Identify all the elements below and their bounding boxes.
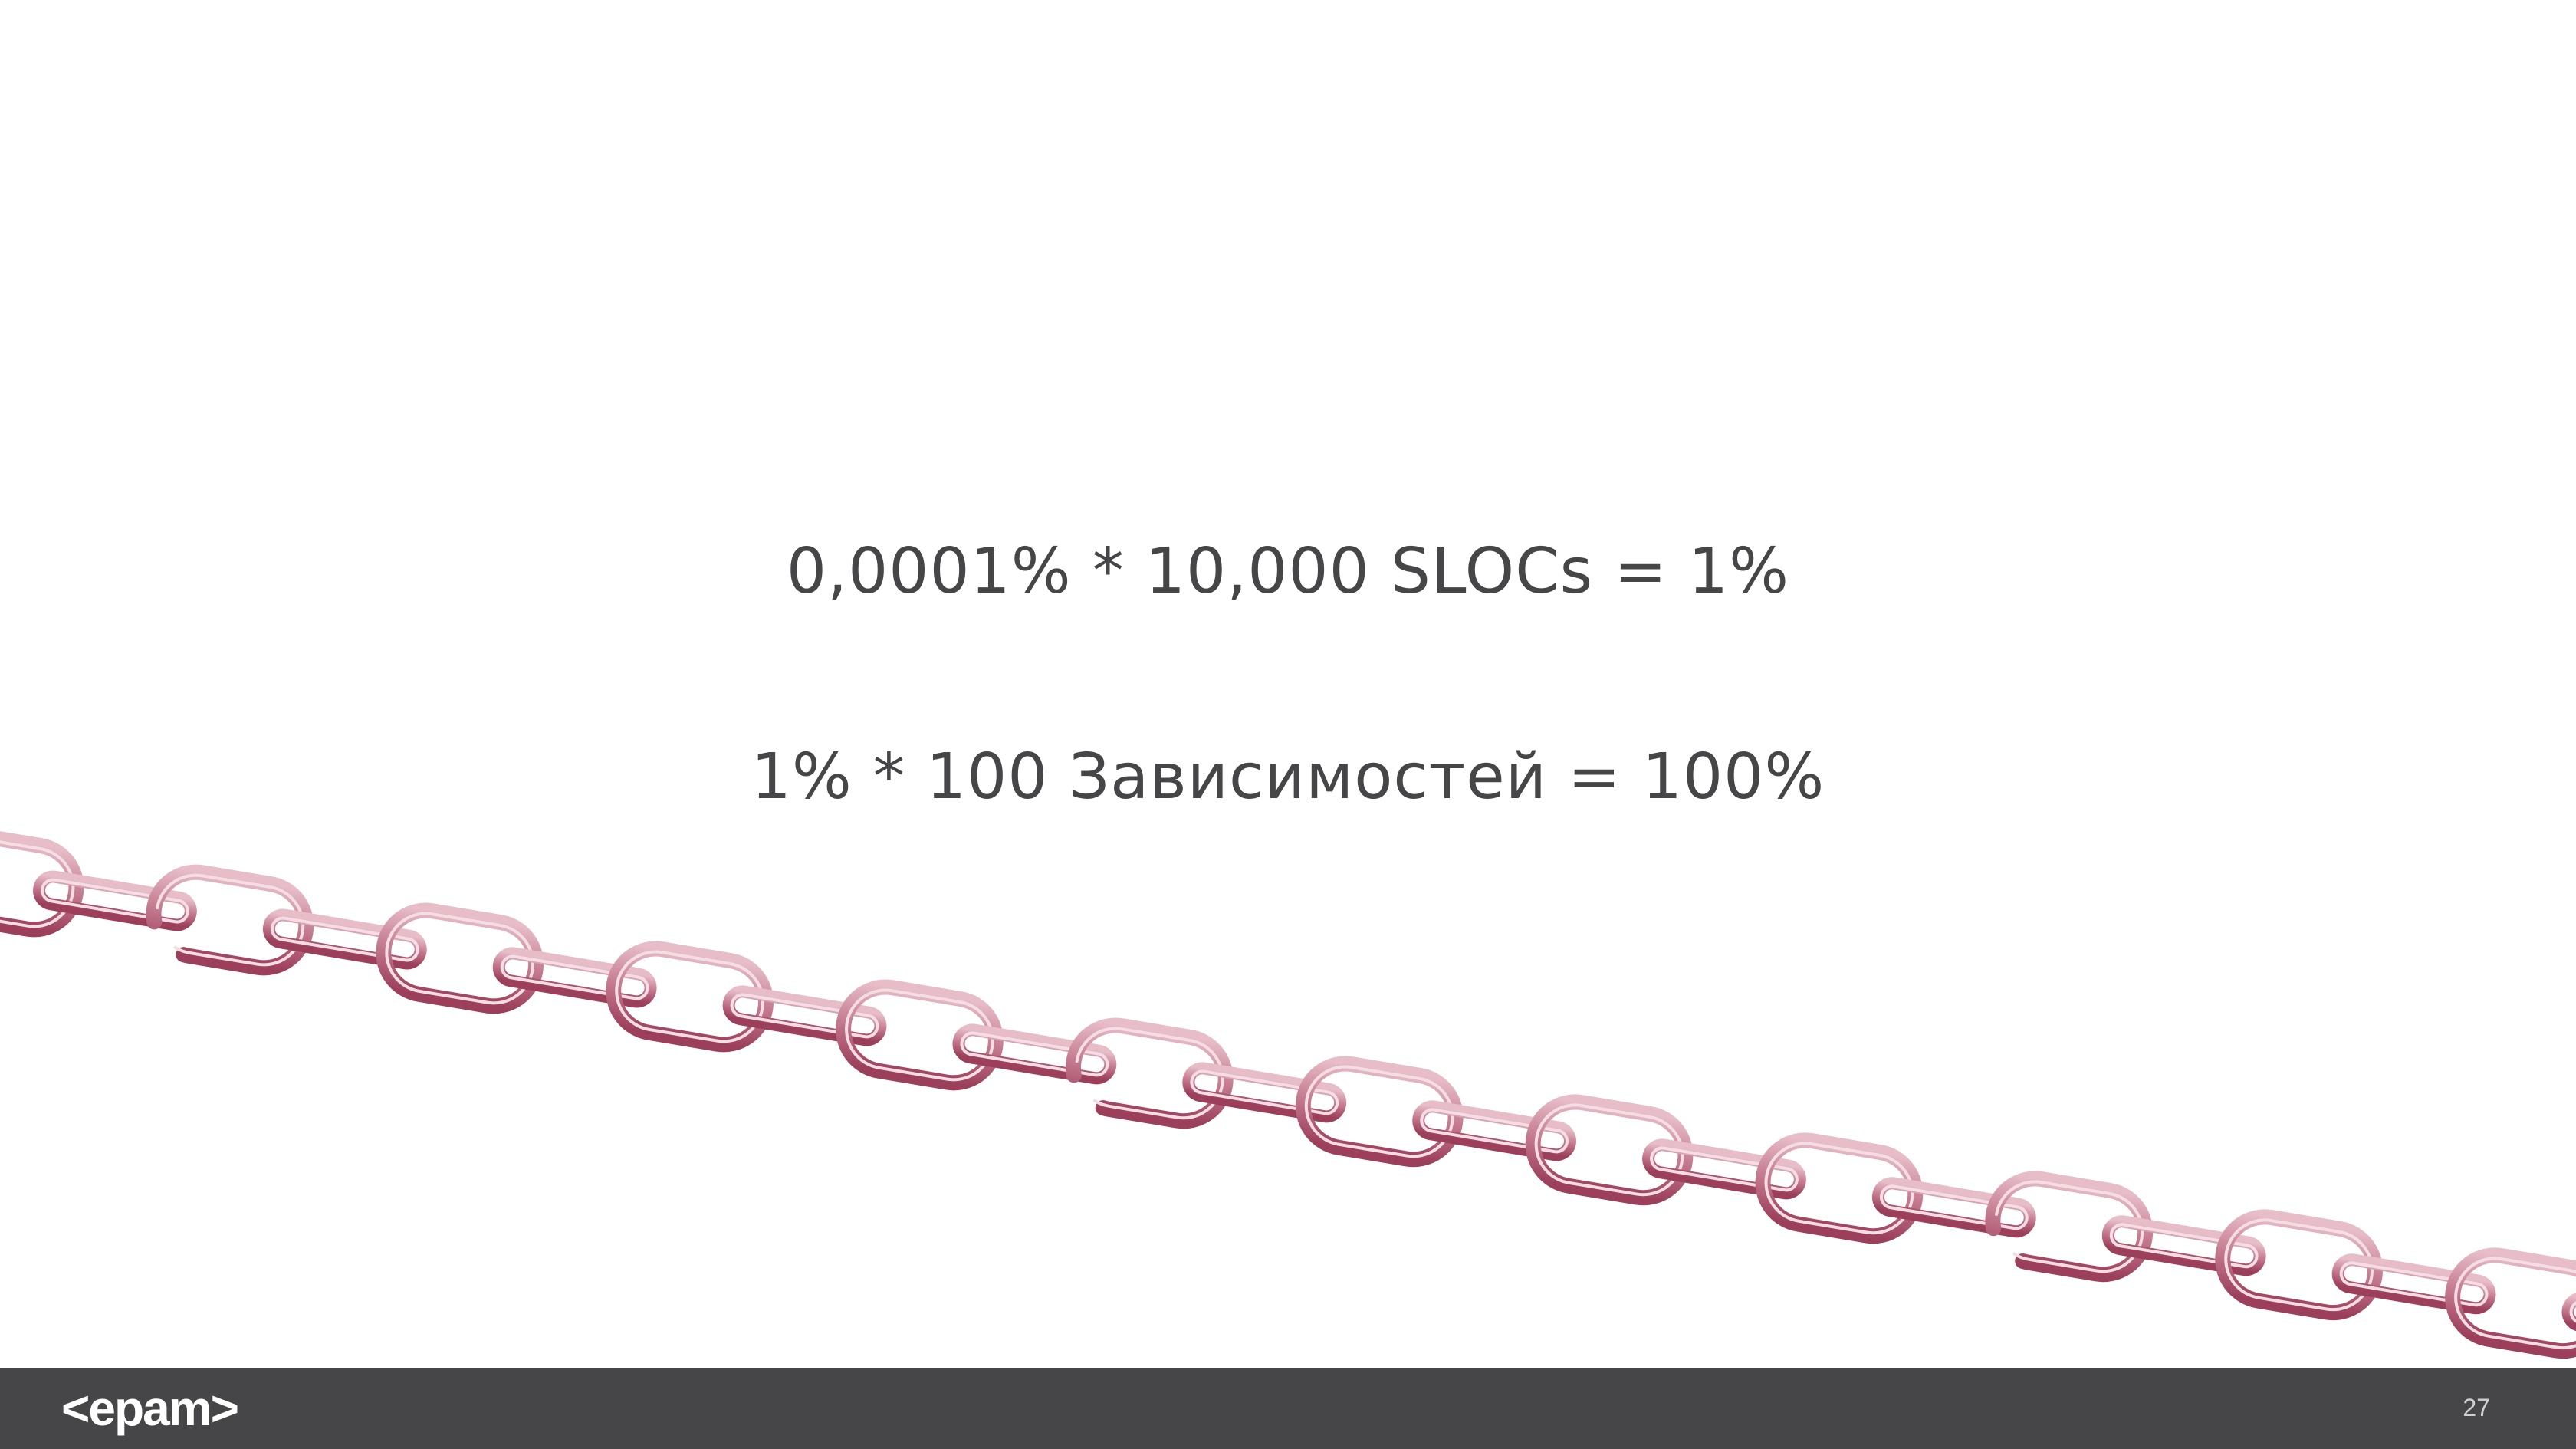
chain-link-highlight [2109, 1223, 2259, 1269]
chain-link [262, 909, 427, 970]
equation-sloc: 0,0001% * 10,000 SLOCs = 1% [786, 535, 1790, 608]
chain-link-highlight [1879, 1184, 2029, 1230]
chain-link [146, 864, 314, 976]
chain-link-highlight [270, 916, 419, 962]
chain-link [376, 902, 544, 1014]
chain-link-highlight [1190, 1070, 1339, 1116]
chain-link [1985, 1171, 2154, 1283]
chain-link [722, 985, 887, 1046]
chain-link-highlight [845, 988, 994, 1082]
chain-link-highlight [2569, 1300, 2576, 1346]
chain-link [1525, 1094, 1694, 1206]
chain-link [1065, 1017, 1234, 1129]
chain-link-highlight [2339, 1261, 2489, 1307]
epam-logo: <epam> [61, 1381, 239, 1436]
chain-link-highlight [1304, 1065, 1454, 1158]
chain-link [1871, 1177, 2036, 1238]
chain-link-highlight [385, 912, 535, 1005]
chain-link-highlight [615, 950, 764, 1043]
chain-link [492, 947, 657, 1008]
chain-link [1412, 1100, 1576, 1162]
chain-link-highlight [730, 993, 879, 1039]
chain-link [1295, 1056, 1464, 1168]
chain-link-highlight [2454, 1257, 2576, 1350]
chain-link [836, 979, 1004, 1091]
chain-link-highlight [1074, 1027, 1224, 1120]
chain-link-highlight [2224, 1218, 2374, 1312]
chain-link-highlight [155, 873, 305, 967]
footer-bar: <epam> 27 [0, 1368, 2576, 1449]
equation-dependencies: 1% * 100 Зависимостей = 100% [751, 741, 1825, 813]
chain-link [2331, 1254, 2496, 1315]
chain-link [1642, 1138, 1806, 1200]
chain-link-highlight [0, 835, 75, 928]
chain-link [606, 941, 774, 1053]
chain-link [33, 870, 197, 932]
chain-link [2445, 1247, 2576, 1359]
chain-link [952, 1024, 1117, 1085]
chain-link [2101, 1215, 2266, 1276]
chain-link-highlight [1764, 1142, 1914, 1235]
page-number: 27 [2463, 1394, 2490, 1421]
chain-link [1755, 1132, 1924, 1244]
chain-link-highlight [1420, 1108, 1569, 1154]
chain-link [2215, 1209, 2384, 1321]
chain-link-highlight [1650, 1146, 1799, 1192]
chain-link [2561, 1292, 2576, 1353]
chain-link [1182, 1062, 1347, 1123]
chain-link-highlight [1994, 1180, 2144, 1273]
chain-link [0, 826, 84, 938]
chain-link-highlight [1534, 1103, 1684, 1197]
chain-link-highlight [500, 955, 649, 1001]
chain-link-highlight [960, 1031, 1109, 1077]
chain-link-highlight [41, 878, 189, 924]
